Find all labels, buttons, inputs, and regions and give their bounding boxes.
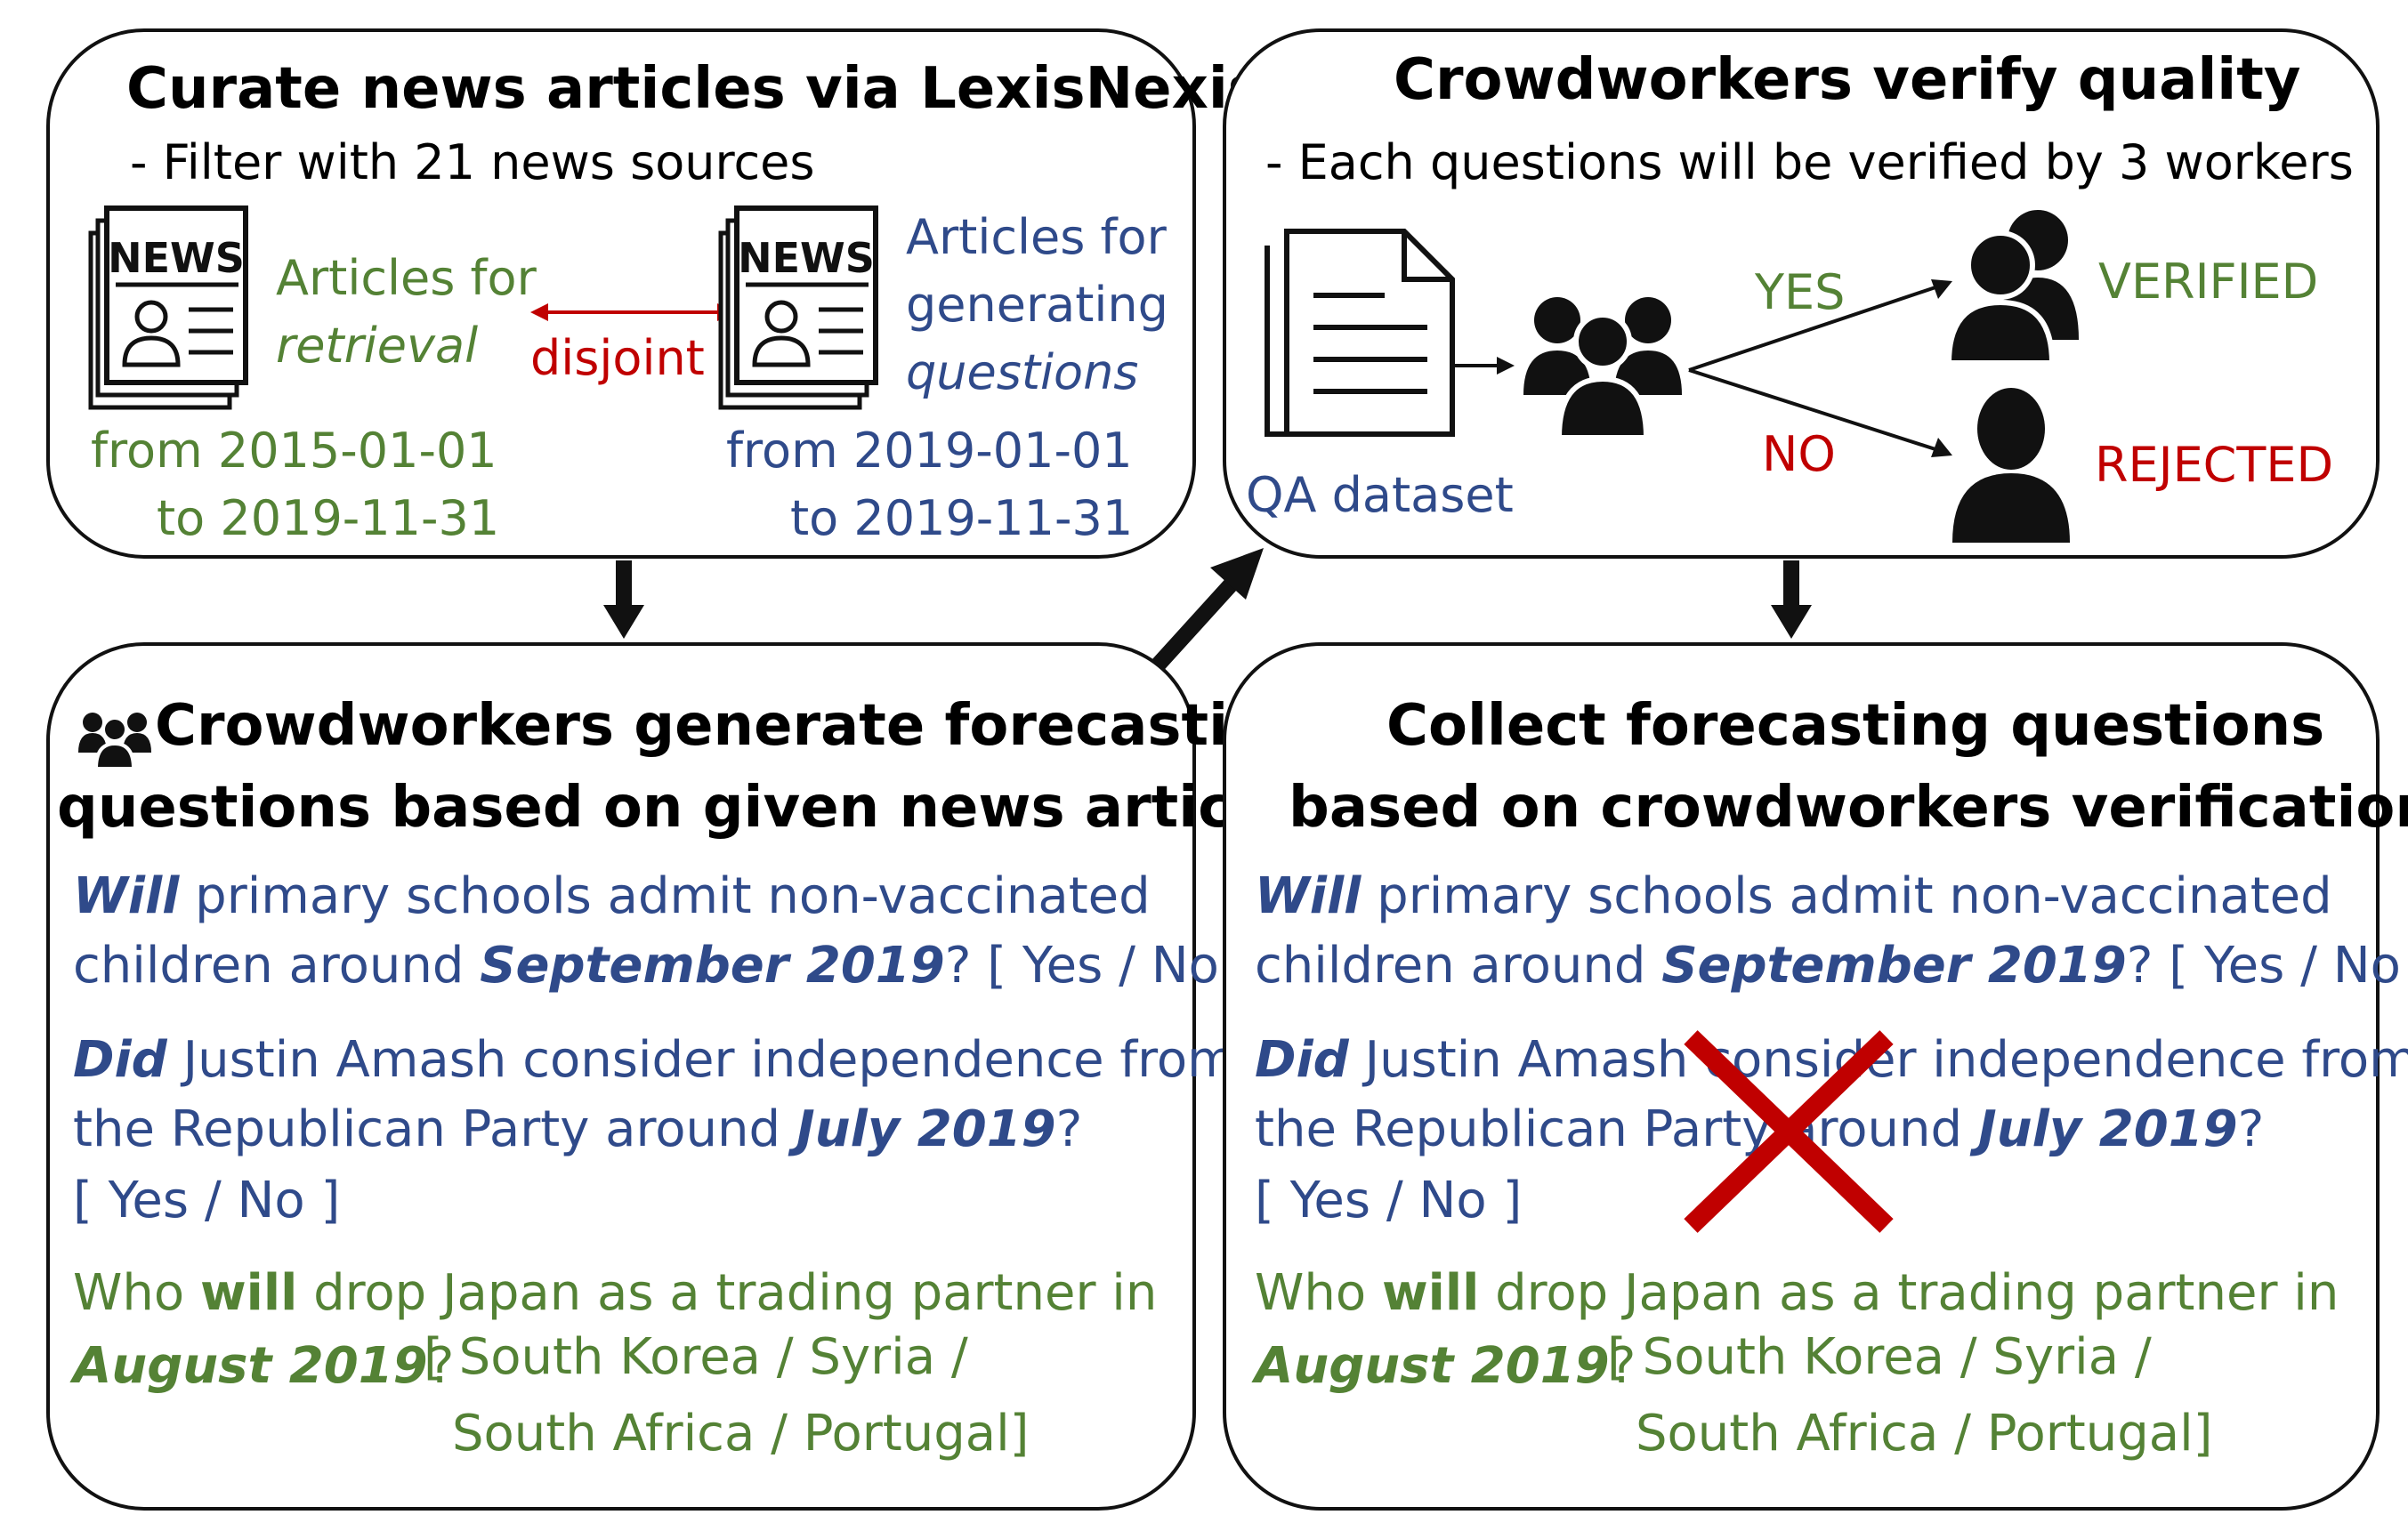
- verify-quality-box: Crowdworkers verify quality - Each quest…: [1223, 28, 2380, 559]
- retrieval-date-to: to 2019-11-31: [157, 490, 500, 546]
- diagonal-arrow-box3-to-box2: [1140, 548, 1264, 684]
- questions-label-line3: questions: [906, 344, 1139, 400]
- question-1-line2: children around September 2019? [ Yes / …: [1255, 937, 2408, 995]
- question-3-options-line2: South Africa / Portugal]: [1636, 1405, 2213, 1462]
- curate-articles-box: Curate news articles via LexisNexis - Fi…: [46, 28, 1262, 559]
- retrieval-label-line1: Articles for: [276, 250, 537, 306]
- crowdworkers-group-icon: [1523, 297, 1682, 440]
- rejected-cross-icon: [1684, 1030, 1894, 1233]
- generate-questions-box: Crowdworkers generate forecasting questi…: [46, 642, 1324, 1511]
- verified-label: VERIFIED: [2098, 254, 2319, 310]
- qa-dataset-label: QA dataset: [1246, 467, 1514, 523]
- question-3-options-line1: [ South Korea / Syria /: [424, 1328, 968, 1386]
- question-2-line2: the Republican Party around July 2019?: [1255, 1100, 2265, 1158]
- newspaper-questions-icon: NEWS: [718, 205, 878, 410]
- question-1-line2: children around September 2019? [ Yes / …: [73, 937, 1255, 995]
- no-label: NO: [1762, 426, 1836, 482]
- question-3-line2: August 2019?: [73, 1337, 455, 1395]
- question-3-line2: August 2019?: [1255, 1337, 1636, 1395]
- collect-questions-box: Collect forecasting questions based on c…: [1223, 642, 2408, 1511]
- newspaper-retrieval-icon: NEWS: [88, 205, 248, 410]
- question-3-line1: Who will drop Japan as a trading partner…: [73, 1264, 1158, 1322]
- question-3-options-line2: South Africa / Portugal]: [452, 1405, 1030, 1462]
- questions-label-line2: generating: [906, 277, 1168, 333]
- news-badge-text: NEWS: [108, 234, 245, 282]
- question-3-options-line1: [ South Korea / Syria /: [1607, 1328, 2152, 1386]
- retrieval-date-from: from 2015-01-01: [91, 423, 497, 479]
- box2-title: Crowdworkers verify quality: [1394, 47, 2301, 113]
- question-1-line1: Will primary schools admit non-vaccinate…: [73, 867, 1151, 925]
- rejected-worker-icon: [1952, 388, 2070, 543]
- disjoint-double-arrow: [530, 303, 735, 321]
- yes-no-branch-arrows: [1688, 279, 1952, 457]
- box1-title: Curate news articles via LexisNexis: [126, 56, 1262, 122]
- yes-label: YES: [1755, 264, 1846, 320]
- question-2-line1: Did Justin Amash consider independence f…: [73, 1031, 1236, 1089]
- box3-title-line1: Crowdworkers generate forecasting: [155, 693, 1310, 759]
- verified-workers-icon: [1945, 210, 2079, 366]
- question-1-line1: Will primary schools admit non-vaccinate…: [1255, 867, 2332, 925]
- questions-label-line1: Articles for: [906, 209, 1167, 265]
- box2-subtitle: - Each questions will be verified by 3 w…: [1265, 134, 2354, 190]
- retrieval-label-line2: retrieval: [276, 318, 479, 374]
- box4-title-line2: based on crowdworkers verification: [1289, 775, 2408, 841]
- question-3-line1: Who will drop Japan as a trading partner…: [1255, 1264, 2339, 1322]
- question-2-line2: the Republican Party around July 2019?: [73, 1100, 1083, 1158]
- rejected-label: REJECTED: [2095, 437, 2334, 493]
- box4-title-line1: Collect forecasting questions: [1386, 693, 2325, 759]
- questions-date-from: from 2019-01-01: [726, 423, 1133, 479]
- box1-subtitle: - Filter with 21 news sources: [130, 134, 815, 190]
- down-arrow-box1-to-box3: [603, 560, 644, 639]
- questions-date-to: to 2019-11-31: [790, 490, 1134, 546]
- question-2-options: [ Yes / No ]: [1255, 1172, 1523, 1229]
- down-arrow-box2-to-box4: [1771, 560, 1812, 639]
- news-badge-text: NEWS: [738, 234, 875, 282]
- crowdworkers-icon: [78, 713, 151, 770]
- dataset-to-workers-arrow: [1452, 357, 1515, 375]
- box3-title-line2: questions based on given news articles: [57, 775, 1324, 841]
- qa-dataset-document-icon: [1265, 229, 1455, 437]
- disjoint-label: disjoint: [530, 330, 705, 386]
- question-2-options: [ Yes / No ]: [73, 1172, 341, 1229]
